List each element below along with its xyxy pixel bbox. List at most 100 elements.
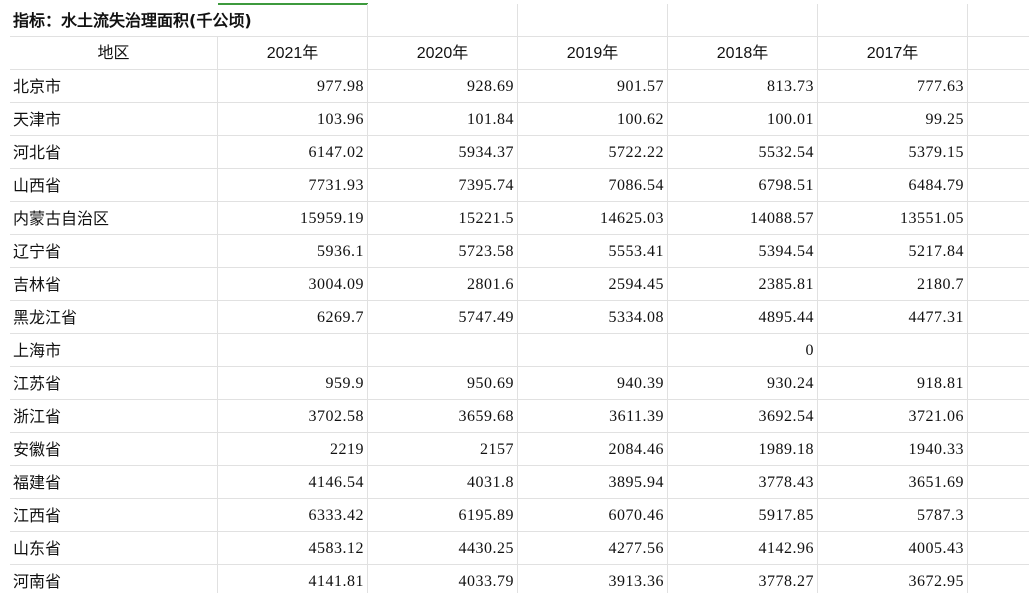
region-name[interactable]: 辽宁省 — [10, 235, 218, 268]
empty-cell[interactable] — [968, 433, 1029, 466]
value-cell[interactable]: 4146.54 — [218, 466, 368, 499]
value-cell[interactable]: 928.69 — [368, 70, 518, 103]
value-cell[interactable]: 6070.46 — [518, 499, 668, 532]
empty-cell[interactable] — [968, 301, 1029, 334]
value-cell[interactable]: 4005.43 — [818, 532, 968, 565]
empty-cell[interactable] — [968, 499, 1029, 532]
value-cell[interactable]: 15221.5 — [368, 202, 518, 235]
region-name[interactable]: 天津市 — [10, 103, 218, 136]
region-name[interactable]: 内蒙古自治区 — [10, 202, 218, 235]
value-cell[interactable]: 0 — [668, 334, 818, 367]
value-cell[interactable]: 2157 — [368, 433, 518, 466]
value-cell[interactable]: 3702.58 — [218, 400, 368, 433]
value-cell[interactable]: 3895.94 — [518, 466, 668, 499]
value-cell[interactable]: 4430.25 — [368, 532, 518, 565]
value-cell[interactable]: 5394.54 — [668, 235, 818, 268]
value-cell[interactable]: 4142.96 — [668, 532, 818, 565]
region-name[interactable]: 安徽省 — [10, 433, 218, 466]
value-cell[interactable]: 5936.1 — [218, 235, 368, 268]
value-cell[interactable]: 5917.85 — [668, 499, 818, 532]
empty-cell[interactable] — [218, 4, 368, 37]
value-cell[interactable]: 5723.58 — [368, 235, 518, 268]
empty-cell[interactable] — [518, 4, 668, 37]
empty-cell[interactable] — [968, 400, 1029, 433]
value-cell[interactable]: 2594.45 — [518, 268, 668, 301]
value-cell[interactable]: 15959.19 — [218, 202, 368, 235]
region-name[interactable]: 北京市 — [10, 70, 218, 103]
empty-cell[interactable] — [818, 4, 968, 37]
value-cell[interactable]: 4141.81 — [218, 565, 368, 593]
column-header[interactable]: 2018年 — [668, 37, 818, 70]
region-name[interactable]: 黑龙江省 — [10, 301, 218, 334]
value-cell[interactable]: 4031.8 — [368, 466, 518, 499]
empty-cell[interactable] — [968, 4, 1029, 37]
value-cell[interactable]: 977.98 — [218, 70, 368, 103]
value-cell[interactable]: 5787.3 — [818, 499, 968, 532]
region-name[interactable]: 吉林省 — [10, 268, 218, 301]
column-header[interactable]: 2020年 — [368, 37, 518, 70]
empty-cell[interactable] — [968, 466, 1029, 499]
value-cell[interactable]: 959.9 — [218, 367, 368, 400]
value-cell[interactable]: 13551.05 — [818, 202, 968, 235]
value-cell[interactable]: 14625.03 — [518, 202, 668, 235]
region-name[interactable]: 山东省 — [10, 532, 218, 565]
empty-cell[interactable] — [668, 4, 818, 37]
value-cell[interactable]: 7395.74 — [368, 169, 518, 202]
empty-cell[interactable] — [968, 169, 1029, 202]
value-cell[interactable]: 101.84 — [368, 103, 518, 136]
empty-cell[interactable] — [968, 367, 1029, 400]
value-cell[interactable]: 5532.54 — [668, 136, 818, 169]
value-cell[interactable]: 3659.68 — [368, 400, 518, 433]
value-cell[interactable]: 777.63 — [818, 70, 968, 103]
value-cell[interactable]: 2219 — [218, 433, 368, 466]
value-cell[interactable]: 4033.79 — [368, 565, 518, 593]
value-cell[interactable]: 813.73 — [668, 70, 818, 103]
empty-cell[interactable] — [968, 70, 1029, 103]
empty-cell[interactable] — [968, 565, 1029, 593]
value-cell[interactable]: 950.69 — [368, 367, 518, 400]
region-name[interactable]: 江西省 — [10, 499, 218, 532]
empty-cell[interactable] — [968, 136, 1029, 169]
value-cell[interactable]: 3611.39 — [518, 400, 668, 433]
value-cell[interactable]: 918.81 — [818, 367, 968, 400]
value-cell[interactable]: 7086.54 — [518, 169, 668, 202]
sheet-title[interactable]: 指标：水土流失治理面积(千公顷) — [10, 4, 252, 37]
value-cell[interactable] — [518, 334, 668, 367]
region-name[interactable]: 山西省 — [10, 169, 218, 202]
value-cell[interactable]: 901.57 — [518, 70, 668, 103]
value-cell[interactable] — [218, 334, 368, 367]
region-name[interactable]: 河南省 — [10, 565, 218, 593]
value-cell[interactable]: 6798.51 — [668, 169, 818, 202]
value-cell[interactable]: 5934.37 — [368, 136, 518, 169]
value-cell[interactable]: 1940.33 — [818, 433, 968, 466]
value-cell[interactable] — [818, 334, 968, 367]
value-cell[interactable]: 4583.12 — [218, 532, 368, 565]
value-cell[interactable]: 2801.6 — [368, 268, 518, 301]
value-cell[interactable]: 6269.7 — [218, 301, 368, 334]
value-cell[interactable]: 5379.15 — [818, 136, 968, 169]
value-cell[interactable]: 3672.95 — [818, 565, 968, 593]
value-cell[interactable]: 7731.93 — [218, 169, 368, 202]
value-cell[interactable]: 4277.56 — [518, 532, 668, 565]
region-name[interactable]: 江苏省 — [10, 367, 218, 400]
column-header[interactable]: 2017年 — [818, 37, 968, 70]
value-cell[interactable]: 4895.44 — [668, 301, 818, 334]
empty-cell[interactable] — [968, 103, 1029, 136]
value-cell[interactable]: 103.96 — [218, 103, 368, 136]
region-name[interactable]: 河北省 — [10, 136, 218, 169]
region-name[interactable]: 上海市 — [10, 334, 218, 367]
column-header[interactable]: 地区 — [10, 37, 218, 70]
value-cell[interactable]: 3651.69 — [818, 466, 968, 499]
empty-cell[interactable] — [968, 532, 1029, 565]
value-cell[interactable]: 2385.81 — [668, 268, 818, 301]
value-cell[interactable]: 2180.7 — [818, 268, 968, 301]
value-cell[interactable]: 930.24 — [668, 367, 818, 400]
value-cell[interactable]: 5553.41 — [518, 235, 668, 268]
value-cell[interactable]: 14088.57 — [668, 202, 818, 235]
value-cell[interactable]: 99.25 — [818, 103, 968, 136]
empty-cell[interactable] — [968, 202, 1029, 235]
value-cell[interactable]: 5747.49 — [368, 301, 518, 334]
value-cell[interactable]: 3778.43 — [668, 466, 818, 499]
value-cell[interactable]: 5217.84 — [818, 235, 968, 268]
value-cell[interactable]: 5722.22 — [518, 136, 668, 169]
